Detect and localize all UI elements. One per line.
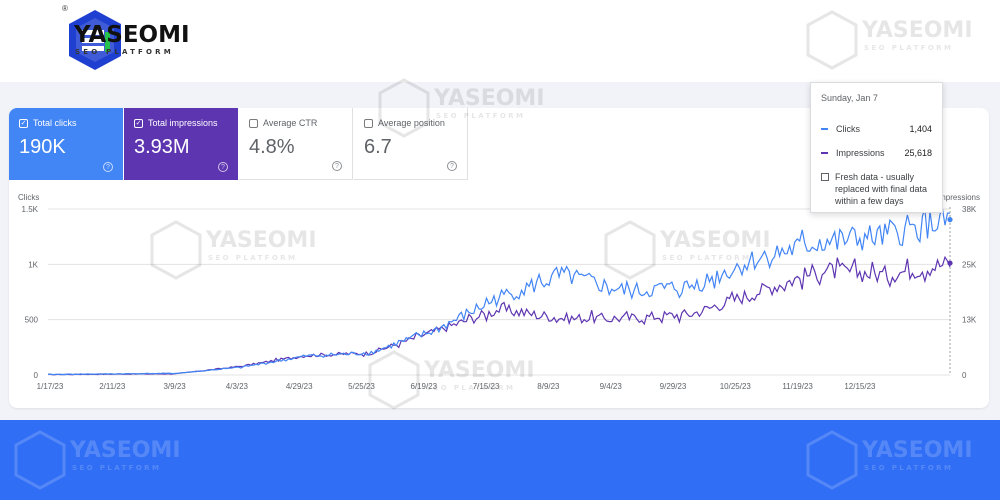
left-axis-title: Clicks <box>18 193 39 202</box>
tooltip-clicks-label: Clicks <box>836 124 860 134</box>
x-tick-label: 1/17/23 <box>37 382 64 391</box>
clicks-swatch <box>821 128 828 130</box>
right-tick-label: 0 <box>962 371 967 380</box>
metric-label: Total clicks <box>33 118 77 128</box>
metric-total-clicks[interactable]: ✓ Total clicks 190K ? <box>9 108 123 180</box>
clicks-hover-point <box>947 217 953 223</box>
right-axis-title: Impressions <box>937 193 980 202</box>
watermark-subtext: SEO PLATFORM <box>864 464 954 472</box>
footer-band: YASEOMI SEO PLATFORM YASEOMI SEO PLATFOR… <box>0 420 1000 500</box>
impressions-line <box>47 255 951 376</box>
metric-label: Average position <box>378 118 445 128</box>
metric-average-position[interactable]: Average position 6.7 ? <box>354 108 468 180</box>
x-tick-label: 6/19/23 <box>410 382 437 391</box>
tooltip-impressions-label: Impressions <box>836 148 885 158</box>
left-tick-label: 1K <box>28 260 38 269</box>
right-tick-label: 13K <box>962 316 977 325</box>
header: ® YASEOMI SEO PLATFORM <box>0 0 1000 82</box>
x-tick-label: 9/4/23 <box>600 382 623 391</box>
tooltip-fresh-text: Fresh data - usually replaced with final… <box>835 172 928 206</box>
watermark: YASEOMI SEO PLATFORM <box>14 430 204 490</box>
checkbox-unchecked-icon[interactable] <box>364 118 373 128</box>
x-tick-label: 8/9/23 <box>537 382 560 391</box>
watermark-text: YASEOMI <box>70 438 181 463</box>
right-tick-label: 25K <box>962 260 977 269</box>
tooltip-fresh-note: Fresh data - usually replaced with final… <box>821 171 932 207</box>
help-icon[interactable]: ? <box>447 161 457 171</box>
help-icon[interactable]: ? <box>103 162 113 172</box>
x-tick-label: 3/9/23 <box>163 382 186 391</box>
left-tick-label: 500 <box>25 316 39 325</box>
metric-label: Total impressions <box>148 118 218 128</box>
x-tick-label: 7/15/23 <box>473 382 500 391</box>
metric-value: 190K <box>19 136 66 158</box>
watermark-subtext: SEO PLATFORM <box>72 464 162 472</box>
yaseomi-logo <box>69 10 121 70</box>
brand-tagline: SEO PLATFORM <box>75 48 174 56</box>
tooltip-impressions-value: 25,618 <box>904 148 932 158</box>
tooltip-date: Sunday, Jan 7 <box>821 93 878 103</box>
x-tick-label: 4/3/23 <box>226 382 249 391</box>
watermark-hex-icon <box>14 430 66 490</box>
watermark-text: YASEOMI <box>862 438 973 463</box>
metric-value: 6.7 <box>364 136 392 158</box>
metric-value: 3.93M <box>134 136 190 158</box>
x-tick-label: 2/11/23 <box>99 382 126 391</box>
performance-chart[interactable]: 1.5K 38K 1K 25K 500 13K 0 0 Clicks Impressions 1/1… <box>0 0 1000 420</box>
right-tick-label: 38K <box>962 205 977 214</box>
metric-total-impressions[interactable]: ✓ Total impressions 3.93M ? <box>124 108 238 180</box>
brand-name: YASEOMI <box>74 22 190 48</box>
x-tick-label: 10/25/23 <box>720 382 752 391</box>
left-tick-label: 0 <box>34 371 39 380</box>
x-tick-label: 5/25/23 <box>348 382 375 391</box>
tooltip-clicks-value: 1,404 <box>909 124 932 134</box>
registered-mark: ® <box>62 4 68 13</box>
impressions-swatch <box>821 152 828 154</box>
metric-average-ctr[interactable]: Average CTR 4.8% ? <box>239 108 353 180</box>
tooltip-impressions-row: Impressions 25,618 <box>821 141 932 165</box>
checkbox-unchecked-icon[interactable] <box>249 118 258 128</box>
x-tick-label: 4/29/23 <box>286 382 313 391</box>
watermark: YASEOMI SEO PLATFORM <box>806 430 996 490</box>
x-tick-label: 12/15/23 <box>844 382 876 391</box>
calendar-icon <box>821 173 829 181</box>
x-tick-label: 11/19/23 <box>782 382 813 391</box>
x-tick-label: 9/29/23 <box>660 382 687 391</box>
help-icon[interactable]: ? <box>218 162 228 172</box>
tooltip-clicks-row: Clicks 1,404 <box>821 117 932 141</box>
help-icon[interactable]: ? <box>332 161 342 171</box>
impressions-hover-point <box>947 260 953 266</box>
metric-value: 4.8% <box>249 136 295 158</box>
checkbox-checked-icon[interactable]: ✓ <box>19 118 28 128</box>
checkbox-checked-icon[interactable]: ✓ <box>134 118 143 128</box>
watermark-hex-icon <box>806 430 858 490</box>
clicks-line <box>48 206 950 376</box>
chart-tooltip: Sunday, Jan 7 Clicks 1,404 Impressions 2… <box>810 82 943 213</box>
left-tick-label: 1.5K <box>22 205 39 214</box>
metric-label: Average CTR <box>263 118 318 128</box>
